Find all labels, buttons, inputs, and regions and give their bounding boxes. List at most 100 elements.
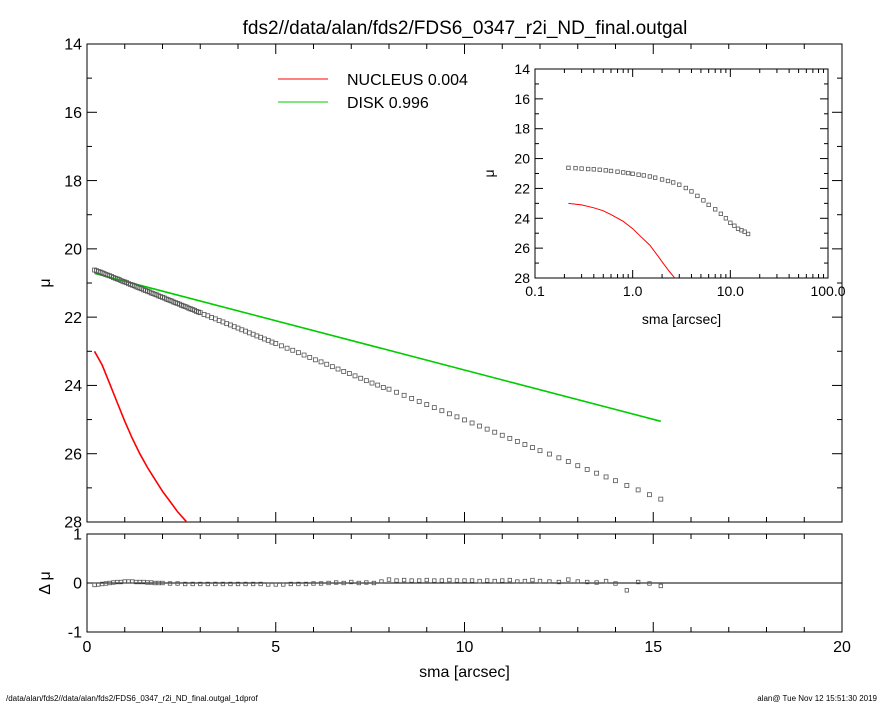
data-point — [647, 174, 653, 179]
data-point — [447, 577, 452, 583]
data-point — [624, 588, 629, 593]
data-point — [515, 579, 520, 584]
x-tick-label: 10.0 — [717, 283, 744, 299]
data-point — [454, 414, 460, 420]
inset-x-axis-label: sma [arcsec] — [642, 311, 721, 327]
data-point — [375, 382, 381, 388]
data-point — [547, 579, 552, 584]
y-tick-label: 24 — [64, 378, 82, 395]
data-point — [409, 396, 415, 401]
x-tick-label: 5 — [271, 639, 280, 656]
data-point — [507, 435, 513, 441]
y-tick-label: 26 — [64, 446, 82, 463]
data-point — [575, 463, 581, 469]
disk-model-line — [94, 272, 662, 423]
data-point — [492, 578, 497, 584]
data-point — [401, 392, 407, 398]
data-point — [579, 166, 584, 171]
data-point — [603, 474, 609, 480]
data-point — [689, 189, 694, 194]
x-axis-label: sma [arcsec] — [419, 664, 510, 681]
data-point — [454, 578, 460, 583]
data-point — [358, 375, 364, 381]
data-point — [613, 581, 618, 586]
data-point — [220, 581, 226, 587]
y-tick-label: 0 — [73, 576, 82, 593]
data-point — [379, 579, 384, 584]
data-point — [514, 439, 520, 444]
residual-y-axis-label: Δ μ — [37, 571, 54, 594]
data-point — [624, 483, 630, 488]
data-point — [597, 167, 602, 172]
data-point — [626, 170, 631, 176]
data-point — [446, 411, 452, 417]
data-point — [492, 429, 498, 435]
data-point — [647, 492, 652, 498]
data-point — [175, 581, 180, 586]
nucleus-model-line — [93, 350, 188, 522]
x-tick-label: 20 — [833, 639, 851, 656]
data-point — [303, 581, 309, 587]
data-point — [507, 577, 512, 583]
data-point — [706, 202, 711, 208]
data-point — [575, 579, 580, 584]
data-point — [477, 423, 483, 429]
data-point — [160, 580, 165, 586]
data-point — [500, 578, 505, 583]
data-point — [469, 420, 475, 426]
data-point — [250, 581, 256, 587]
inset-background — [535, 69, 828, 278]
data-point — [745, 231, 751, 237]
data-point — [522, 442, 528, 447]
data-point — [630, 171, 635, 176]
data-point — [424, 577, 429, 583]
data-point — [677, 182, 682, 187]
y-tick-label: 22 — [514, 180, 530, 196]
y-axis-label: μ — [37, 278, 54, 287]
y-tick-label: 26 — [514, 240, 530, 256]
footer-timestamp: alan@ Tue Nov 12 15:51:30 2019 — [757, 694, 877, 703]
data-point — [394, 578, 399, 583]
data-point — [326, 580, 331, 586]
data-point — [603, 578, 609, 584]
data-point — [537, 448, 543, 454]
data-point — [288, 581, 294, 587]
data-point — [228, 581, 233, 587]
x-tick-label: 10 — [456, 639, 474, 656]
y-tick-label: 28 — [514, 270, 530, 286]
data-point — [591, 167, 596, 172]
x-tick-label: 0 — [83, 639, 92, 656]
data-point — [695, 193, 700, 199]
y-tick-label: 20 — [514, 151, 530, 167]
data-point — [608, 168, 614, 174]
data-point — [329, 364, 335, 370]
data-point — [484, 578, 490, 583]
data-point — [615, 169, 620, 174]
data-point — [92, 582, 97, 588]
data-point — [547, 451, 552, 457]
data-point — [266, 582, 271, 587]
data-point — [386, 577, 392, 582]
data-point — [318, 581, 324, 586]
y-tick-label: 22 — [64, 310, 82, 327]
legend: NUCLEUS 0.004 DISK 0.996 — [278, 72, 468, 112]
x-tick-label: 100.0 — [810, 283, 845, 299]
data-point — [364, 580, 369, 585]
data-point — [284, 345, 290, 351]
data-point — [647, 581, 652, 586]
data-point — [636, 579, 641, 585]
data-point — [346, 371, 352, 376]
data-point — [205, 581, 210, 587]
data-point — [167, 581, 173, 586]
y-tick-label: 28 — [64, 515, 82, 532]
data-point — [683, 185, 688, 191]
data-point — [584, 467, 590, 472]
legend-entry: DISK 0.996 — [347, 95, 429, 112]
data-point — [732, 223, 737, 228]
data-point — [431, 405, 437, 411]
data-point — [386, 386, 392, 392]
data-point — [641, 173, 646, 178]
data-point — [341, 580, 346, 586]
data-point — [522, 578, 528, 584]
